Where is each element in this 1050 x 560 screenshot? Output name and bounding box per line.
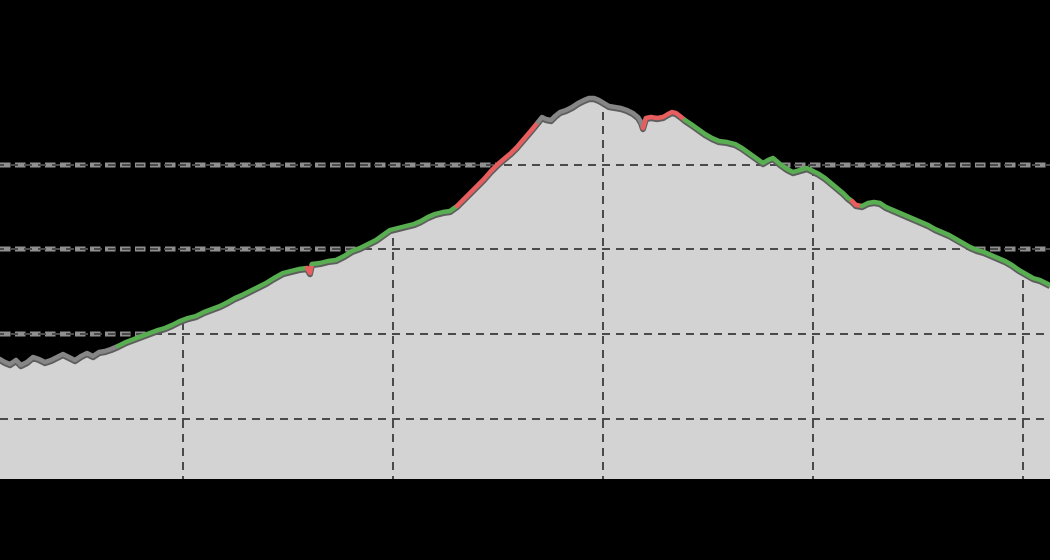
profile-segment-red-steep-rise [640,109,688,131]
profile-line [0,95,1050,368]
profile-segment-green-moderate-descent [682,117,855,204]
elevation-area [0,98,1050,479]
profile-segment-gray-flat [0,343,121,368]
profile-segment-green-moderate-descent [859,199,1050,288]
profile-segment-green-moderate-ascent [115,265,310,349]
profile-segment-red-steep-ascent [454,119,541,209]
profile-segment-green-moderate-ascent [309,203,460,267]
profile-segment-gray-summit-flat [535,95,646,131]
profile-segment-red-steep-ascent [304,261,315,276]
